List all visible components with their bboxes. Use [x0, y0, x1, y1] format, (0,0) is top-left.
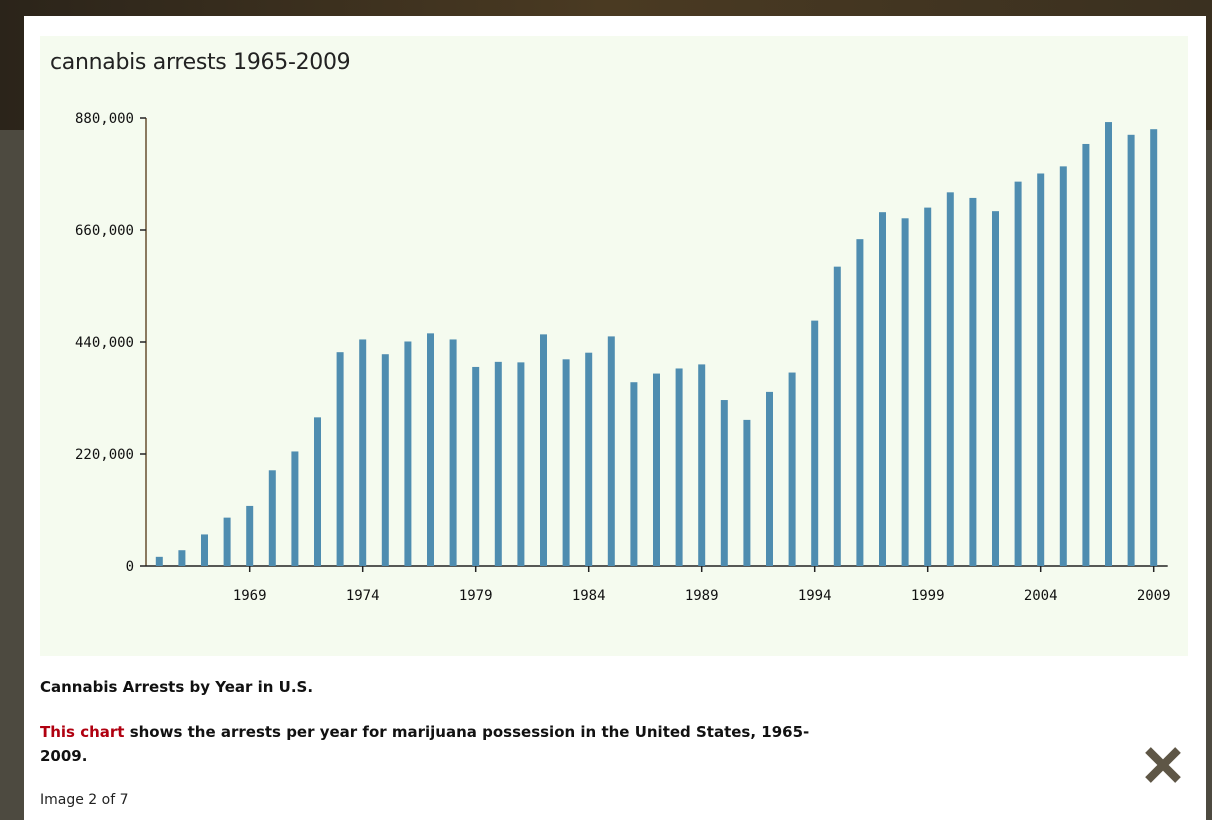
bar-1993	[788, 372, 796, 566]
bar-1980	[494, 361, 502, 566]
x-tick-label: 1969	[233, 588, 267, 604]
bar-1981	[517, 362, 525, 566]
bar-1992	[766, 391, 773, 566]
bar-1969	[246, 505, 254, 566]
bar-1965	[155, 556, 163, 566]
bar-1984	[585, 352, 593, 566]
bar-2006	[1082, 143, 1090, 567]
bar-2007	[1105, 122, 1112, 566]
bar-1988	[675, 368, 683, 566]
bar-1990	[720, 400, 728, 566]
bar-1995	[833, 266, 841, 566]
bar-1972	[314, 417, 321, 566]
bar-2008	[1127, 134, 1135, 567]
bar-1968	[223, 517, 231, 566]
close-button[interactable]	[1140, 742, 1186, 788]
image-counter: Image 2 of 7	[40, 792, 129, 808]
background-left-strip	[0, 130, 24, 820]
bar-1975	[381, 354, 389, 566]
x-tick-label: 2004	[1024, 588, 1058, 604]
bar-1974	[359, 339, 367, 566]
bar-chart: 0 220,000 440,000 660,000 880,000 1969 1974 197…	[75, 111, 1171, 604]
caption-text: shows the arrests per year for marijuana…	[40, 723, 810, 765]
bar-2001	[969, 197, 977, 566]
bar-1998	[901, 218, 909, 567]
bar-1987	[653, 373, 660, 566]
y-tick-label: 0	[126, 559, 134, 575]
chart-panel: 0 220,000 440,000 660,000 880,000 1969 1974 197…	[40, 36, 1188, 656]
bar-1976	[404, 341, 412, 566]
bar-1977	[427, 333, 434, 566]
x-tick-label: 1989	[685, 588, 719, 604]
bar-1978	[449, 339, 457, 566]
bar-1989	[698, 364, 706, 566]
bar-1994	[811, 320, 819, 566]
bar-2000	[946, 192, 954, 566]
bar-1983	[562, 359, 570, 566]
caption-link[interactable]: This chart	[40, 723, 125, 741]
bar-1979	[472, 366, 480, 566]
lightbox-modal: 0 220,000 440,000 660,000 880,000 1969 1974 197…	[24, 16, 1206, 820]
bar-1966	[178, 550, 186, 566]
x-tick-label: 1979	[459, 588, 493, 604]
caption-title: Cannabis Arrests by Year in U.S.	[40, 678, 314, 696]
bar-1996	[856, 239, 864, 566]
caption-description: This chart shows the arrests per year fo…	[40, 720, 840, 768]
y-tick-label: 880,000	[75, 111, 134, 127]
bar-1999	[924, 207, 932, 566]
bar-1967	[201, 534, 208, 566]
bar-1991	[743, 419, 751, 566]
bar-1997	[879, 212, 886, 566]
x-tick-label: 2009	[1137, 588, 1171, 604]
bar-2003	[1014, 181, 1022, 567]
bar-2004	[1037, 173, 1045, 566]
x-tick-label: 1974	[346, 588, 380, 604]
bar-1982	[540, 334, 547, 566]
bar-1985	[607, 336, 615, 566]
x-tick-label: 1994	[798, 588, 832, 604]
y-tick-label: 220,000	[75, 447, 134, 463]
bar-2009	[1150, 129, 1158, 566]
bar-2002	[992, 211, 999, 566]
bar-1973	[336, 352, 344, 566]
y-tick-label: 440,000	[75, 335, 134, 351]
x-tick-label: 1999	[911, 588, 945, 604]
bar-2005	[1059, 166, 1067, 566]
x-tick-label: 1984	[572, 588, 606, 604]
bar-1970	[268, 470, 276, 566]
y-tick-label: 660,000	[75, 223, 134, 239]
bar-1971	[291, 451, 299, 566]
close-x-icon	[1145, 747, 1181, 783]
bar-1986	[630, 382, 638, 566]
chart-title: cannabis arrests 1965-2009	[50, 50, 351, 75]
